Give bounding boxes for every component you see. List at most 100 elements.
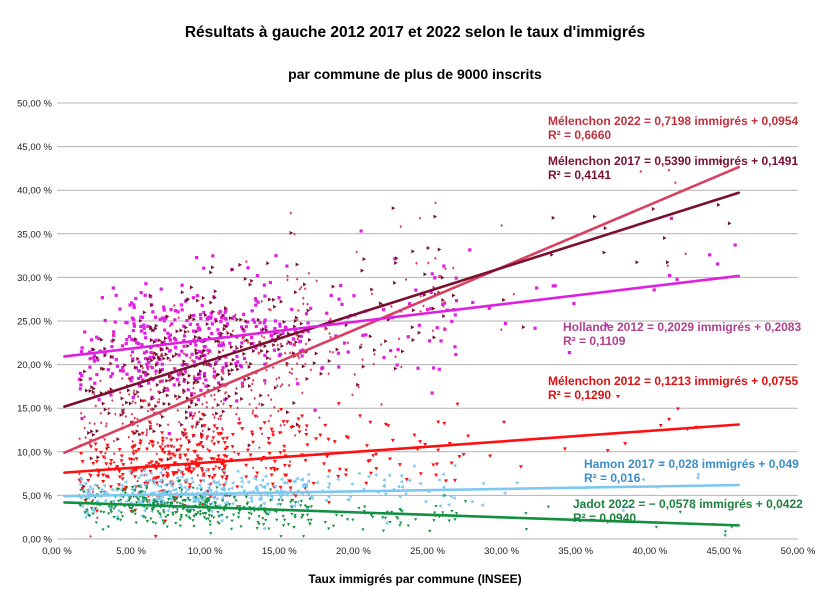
data-point — [415, 261, 418, 265]
data-point — [318, 416, 321, 420]
data-point — [213, 415, 216, 420]
data-point — [120, 376, 124, 381]
data-point — [221, 343, 225, 347]
data-point — [185, 298, 189, 303]
data-point — [362, 509, 366, 513]
data-point — [166, 331, 170, 335]
data-point — [170, 484, 174, 489]
data-point — [138, 432, 142, 437]
data-point — [165, 525, 169, 529]
data-point — [238, 505, 242, 508]
data-point — [100, 295, 104, 300]
data-point — [101, 480, 106, 484]
data-point — [443, 326, 446, 330]
data-point — [197, 349, 201, 354]
data-point — [147, 381, 151, 385]
data-point — [212, 442, 217, 446]
data-point — [442, 264, 446, 268]
data-point — [116, 437, 120, 442]
data-point — [247, 376, 251, 381]
data-point — [235, 505, 240, 509]
data-point — [225, 322, 230, 326]
data-point — [286, 523, 291, 526]
data-point — [102, 366, 106, 371]
data-point — [77, 377, 82, 381]
data-point — [426, 308, 429, 312]
data-point — [196, 464, 201, 468]
data-point — [296, 308, 300, 313]
data-point — [217, 331, 221, 336]
data-point — [201, 478, 206, 483]
data-point — [242, 351, 246, 356]
data-point — [97, 398, 101, 402]
data-point — [293, 515, 297, 519]
data-point — [369, 514, 373, 517]
data-point — [432, 335, 437, 340]
data-point — [222, 441, 227, 445]
data-point — [141, 497, 145, 501]
data-point — [133, 512, 137, 516]
data-point — [173, 471, 178, 475]
data-point — [487, 306, 491, 310]
data-point — [272, 342, 276, 347]
data-point — [95, 429, 100, 434]
data-point — [222, 371, 225, 375]
data-point — [127, 334, 132, 339]
data-point — [166, 514, 170, 517]
data-point — [190, 391, 194, 396]
data-point — [374, 467, 379, 471]
data-point — [167, 450, 172, 455]
data-point — [142, 370, 146, 375]
data-point — [247, 517, 251, 521]
data-point — [293, 290, 298, 295]
data-point — [166, 457, 171, 462]
data-point — [263, 353, 267, 357]
data-point — [290, 498, 294, 502]
data-point — [158, 412, 162, 416]
data-point — [268, 280, 272, 285]
data-point — [133, 431, 137, 436]
data-point — [290, 512, 294, 516]
data-point — [306, 302, 309, 306]
data-point — [80, 504, 84, 509]
data-point — [130, 446, 135, 450]
data-point — [191, 296, 195, 300]
data-point — [223, 494, 228, 498]
data-point — [306, 472, 310, 477]
data-point — [361, 364, 366, 369]
data-point — [94, 507, 98, 511]
data-point — [103, 456, 107, 460]
data-point — [225, 436, 230, 441]
data-point — [262, 335, 266, 340]
data-point — [223, 398, 227, 402]
data-point — [141, 399, 146, 403]
data-point — [79, 350, 83, 354]
data-point — [136, 447, 141, 452]
data-point — [110, 372, 115, 376]
data-point — [247, 365, 252, 370]
data-point — [171, 496, 175, 499]
data-point — [79, 383, 83, 387]
data-point — [109, 387, 114, 392]
data-point — [304, 432, 309, 437]
data-point — [162, 388, 167, 393]
data-point — [283, 351, 287, 355]
data-point — [89, 534, 92, 538]
data-point — [299, 500, 303, 503]
data-point — [343, 473, 348, 478]
data-point — [219, 319, 223, 324]
data-point — [140, 405, 144, 410]
data-point — [132, 305, 136, 309]
data-point — [227, 368, 232, 373]
data-point — [172, 354, 176, 359]
data-point — [296, 317, 299, 322]
data-point — [301, 535, 306, 538]
data-point — [188, 322, 192, 326]
chart-title: Résultats à gauche 2012 2017 et 2022 sel… — [185, 24, 645, 41]
data-point — [273, 484, 277, 489]
data-point — [249, 499, 253, 504]
data-point — [112, 439, 116, 443]
data-point — [88, 365, 92, 369]
data-point — [503, 321, 508, 325]
data-point — [248, 384, 252, 389]
